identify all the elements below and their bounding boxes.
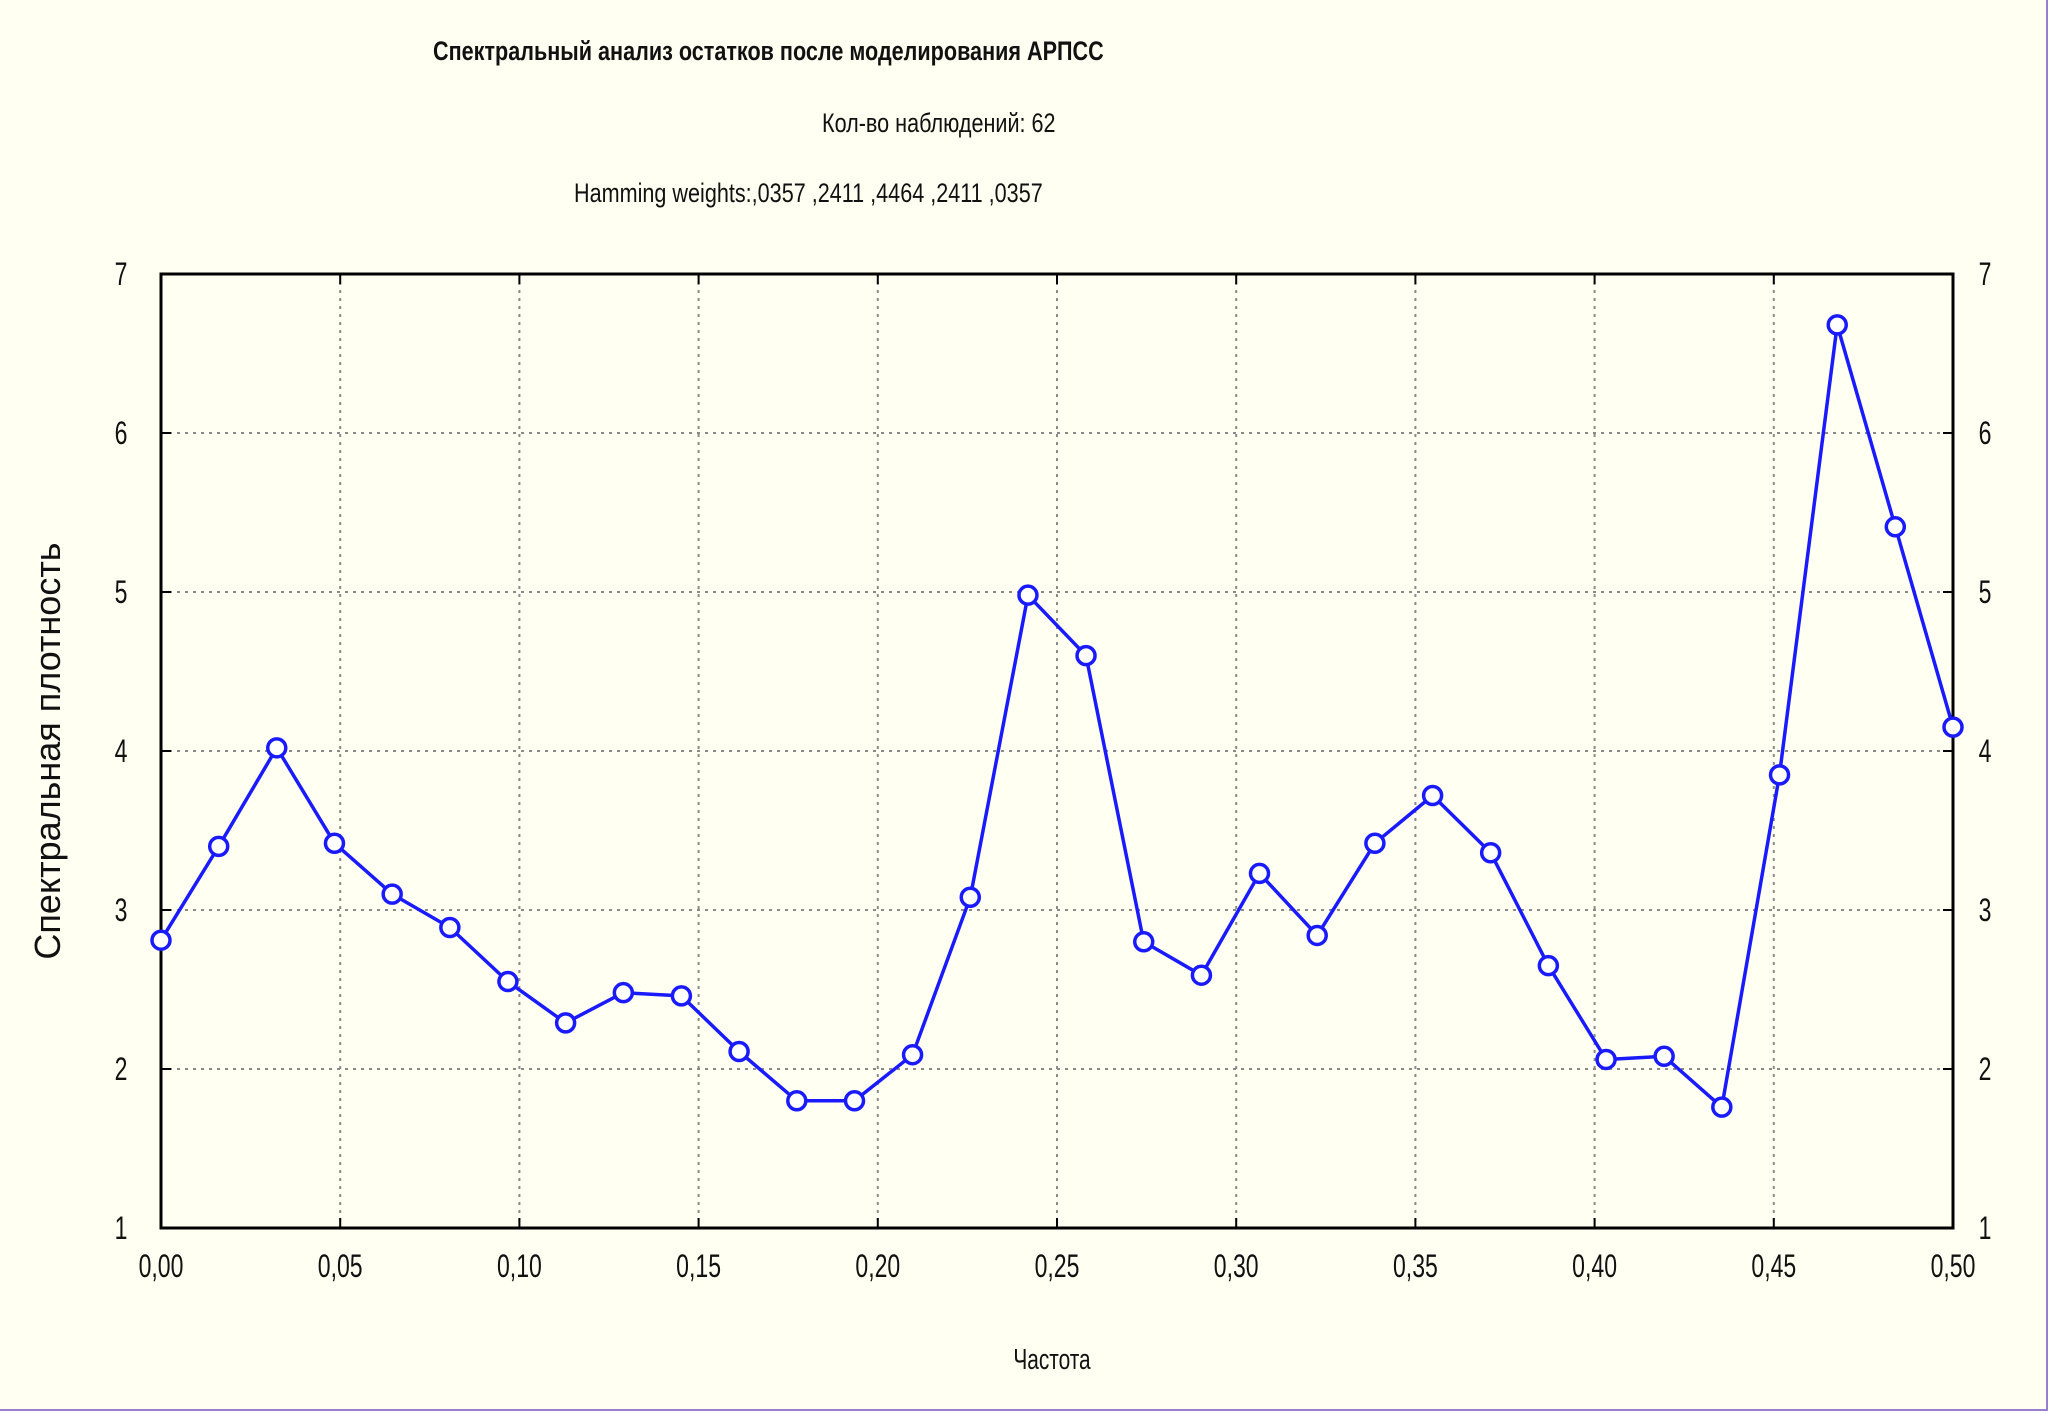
y-tick-label-left: 6 [115,415,128,451]
y-tick-labels-left: 1 2 3 4 5 6 7 [115,256,128,1246]
y-tick-label-right: 6 [1979,415,1992,451]
x-tick-label: 0,35 [1393,1248,1438,1284]
data-point [1306,924,1328,947]
x-tick-label: 0,50 [1931,1248,1976,1284]
x-tick-label: 0,45 [1751,1248,1796,1284]
x-tick-label: 0,20 [855,1248,900,1284]
data-point [1075,644,1097,667]
y-tick-label-left: 1 [115,1210,128,1246]
data-point [1884,516,1907,538]
data-point [1421,784,1444,807]
data-point [901,1043,924,1066]
y-axis-label: Спектральная плотность [27,542,68,959]
data-point [266,737,288,759]
data-point [1364,832,1386,854]
y-tick-label-right: 5 [1979,574,1992,610]
x-axis-label: Частота [1013,1344,1091,1376]
data-point [1537,954,1560,977]
y-tick-label-left: 2 [115,1051,128,1087]
x-tick-labels: 0,00 0,05 0,10 0,15 0,20 0,25 0,30 0,35 0,40 0,45… [139,1248,1976,1284]
x-tick-label: 0,05 [318,1248,363,1284]
x-tick-label: 0,40 [1572,1248,1617,1284]
chart-title: Спектральный анализ остатков после модел… [433,36,1104,66]
data-point [1248,862,1271,885]
y-tick-label-left: 4 [115,733,128,769]
data-point [1826,314,1848,336]
data-point [1479,842,1502,864]
data-point [381,883,403,905]
data-point [207,835,230,858]
data-point [1653,1045,1675,1068]
data-point [728,1040,750,1063]
data-point [1017,584,1039,606]
grid [161,274,1953,1228]
data-point [1942,716,1964,738]
data-point [1711,1096,1733,1118]
x-tick-label: 0,15 [676,1248,721,1284]
y-tick-label-left: 5 [115,574,128,610]
data-point [959,886,982,909]
data-point [323,832,346,854]
y-tick-label-left: 3 [115,892,128,928]
x-tick-label: 0,00 [139,1248,184,1284]
y-tick-labels-right: 1 2 3 4 5 6 7 [1979,256,1992,1246]
y-tick-label-right: 1 [1979,1210,1992,1246]
y-tick-label-left: 7 [115,256,128,292]
y-tick-label-right: 3 [1979,892,1992,928]
data-point [1132,931,1155,953]
data-point [843,1090,866,1112]
x-tick-label: 0,25 [1035,1248,1080,1284]
y-tick-label-right: 2 [1979,1051,1992,1087]
observation-count: Кол-во наблюдений: 62 [822,108,1056,138]
plot-border [159,272,1955,1230]
x-tick-label: 0,10 [497,1248,542,1284]
data-point [1595,1048,1617,1071]
data-point [786,1090,808,1112]
data-point [497,970,519,993]
y-tick-label-right: 7 [1979,256,1992,292]
y-tick-label-right: 4 [1979,733,1992,769]
data-point [150,929,172,951]
data-point [439,916,461,939]
data-point [554,1012,577,1034]
series-layer [150,314,1964,1118]
data-point [670,985,693,1007]
x-tick-label: 0,30 [1214,1248,1259,1284]
data-point [1190,964,1213,986]
data-point [1768,764,1791,786]
hamming-weights-note: Hamming weights:,0357 ,2411 ,4464 ,2411 … [574,178,1043,208]
data-point [612,981,635,1004]
